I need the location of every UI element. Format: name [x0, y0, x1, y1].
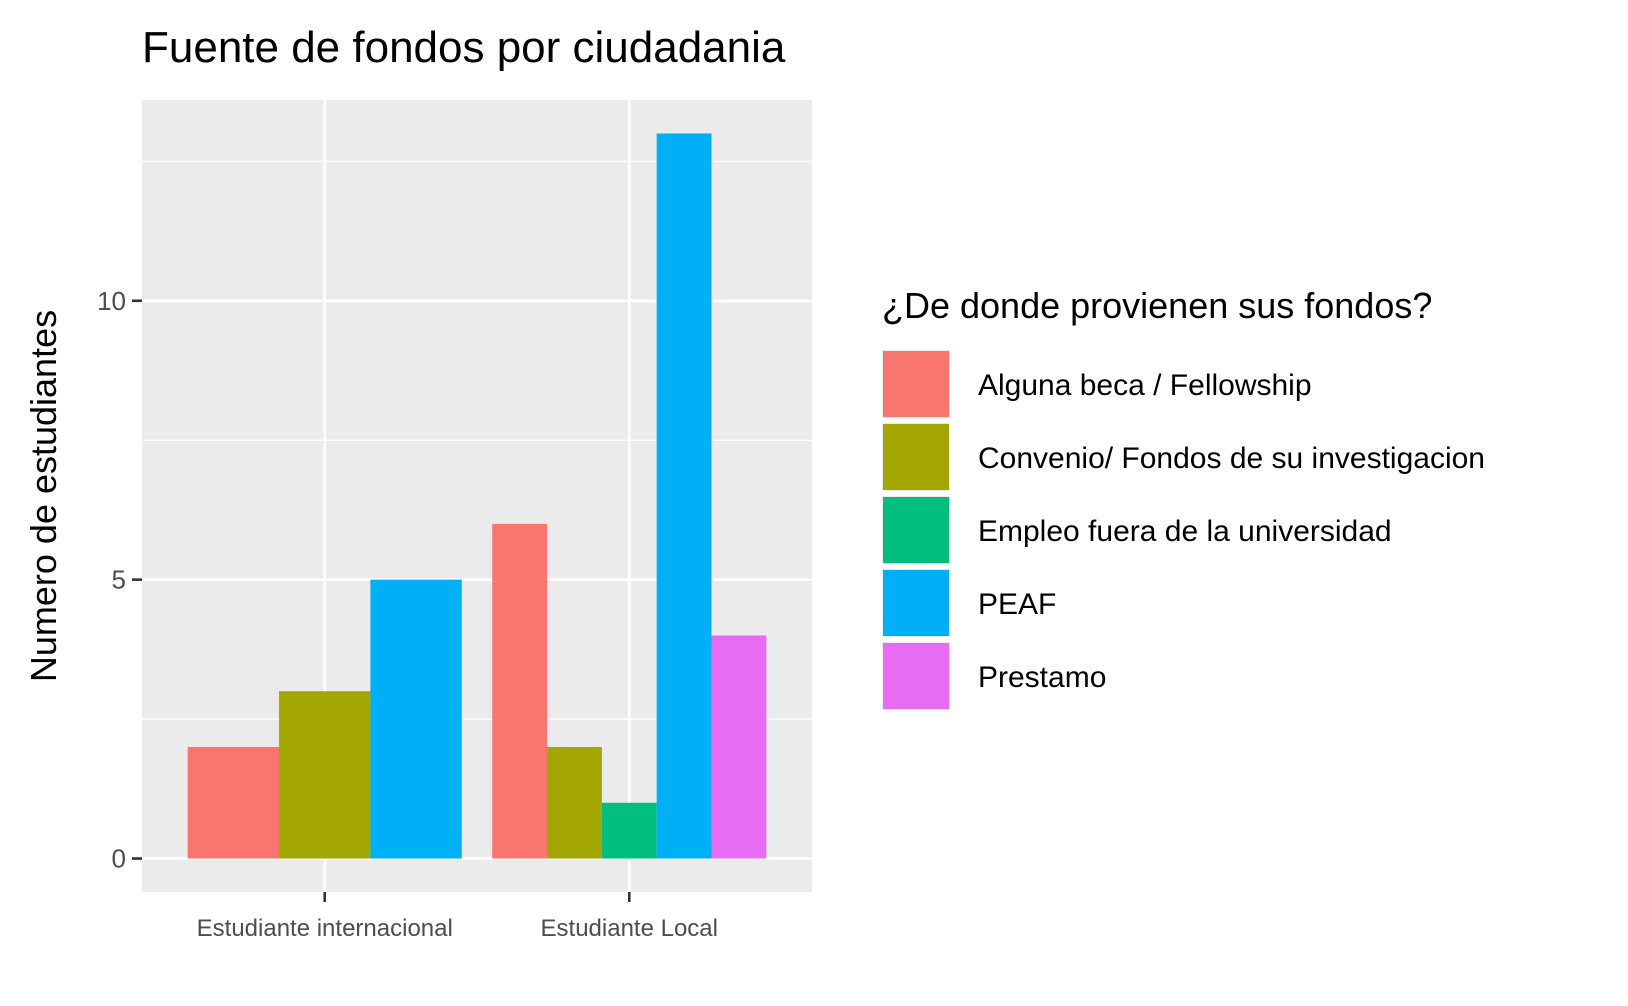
y-tick-label: 0	[112, 844, 126, 874]
bar	[492, 523, 548, 859]
x-tick-label: Estudiante internacional	[197, 915, 453, 942]
bars	[187, 133, 767, 859]
bar	[279, 691, 371, 859]
legend-key	[883, 351, 949, 417]
legend-key	[883, 570, 949, 636]
legend-label: PEAF	[978, 588, 1056, 621]
legend-key	[883, 643, 949, 709]
y-tick-label: 5	[112, 565, 126, 595]
x-tick-label: Estudiante Local	[541, 915, 718, 942]
bar	[711, 635, 767, 859]
legend-label: Alguna beca / Fellowship	[978, 369, 1312, 402]
legend-label: Prestamo	[978, 661, 1106, 694]
bar	[187, 746, 280, 859]
axes: 0 5 10 Estudiante internacional Estudiante L…	[97, 286, 718, 942]
chart-title: Fuente de fondos por ciudadania	[142, 23, 786, 72]
legend-label: Convenio/ Fondos de su investigacion	[978, 442, 1485, 475]
bar	[656, 133, 712, 859]
y-tick-label: 10	[97, 286, 126, 316]
legend-title: ¿De donde provienen sus fondos?	[882, 285, 1432, 326]
bar	[370, 579, 462, 859]
legend: ¿De donde provienen sus fondos? Alguna b…	[882, 285, 1485, 710]
y-axis-title: Numero de estudiantes	[23, 310, 64, 682]
bar	[601, 802, 657, 859]
legend-key	[883, 424, 949, 490]
legend-label: Empleo fuera de la universidad	[978, 515, 1392, 548]
legend-key	[883, 497, 949, 563]
bar	[547, 746, 602, 859]
